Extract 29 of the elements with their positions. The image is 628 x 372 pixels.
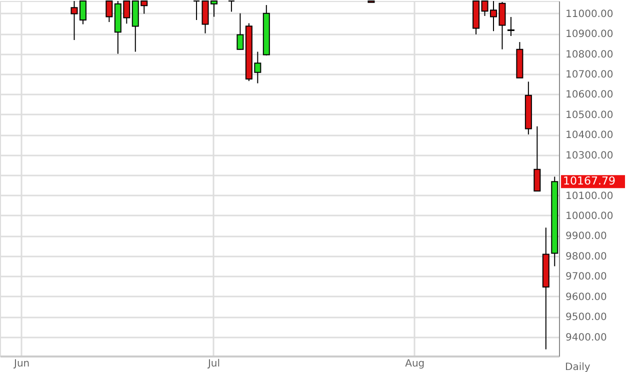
x-tick-label: Jul — [206, 358, 220, 370]
candlestick — [106, 0, 113, 23]
text: 10167.79 — [563, 174, 616, 188]
y-tick-label: 11000.00 — [566, 8, 614, 20]
x-tick-label: Aug — [405, 358, 425, 370]
y-tick-label: 9400.00 — [566, 332, 607, 344]
y-tick-label: 10000.00 — [566, 210, 614, 222]
candlestick — [534, 126, 541, 192]
y-tick-label: 10800.00 — [566, 49, 614, 60]
candlestick — [79, 0, 86, 25]
y-tick-label: 9900.00 — [566, 231, 607, 242]
y-tick-label: 9600.00 — [566, 292, 607, 303]
candlestick — [236, 12, 244, 50]
y-tick-label: 9800.00 — [566, 251, 607, 262]
candlestick — [193, 0, 200, 21]
x-tick-label: Jun — [13, 358, 30, 370]
y-tick-label: 10600.00 — [566, 90, 614, 101]
y-tick-label: 9500.00 — [566, 312, 607, 324]
y-tick-label: 10100.00 — [566, 190, 614, 202]
y-tick-label: 10500.00 — [566, 110, 614, 121]
y-tick-label: 10900.00 — [566, 29, 614, 40]
candlestick — [70, 0, 78, 41]
candlestick — [228, 0, 235, 12]
y-tick-label: 9700.00 — [566, 272, 607, 283]
y-tick-label: 10700.00 — [566, 69, 614, 80]
candlestick — [507, 16, 514, 36]
y-tick-label: 10400.00 — [566, 130, 614, 142]
y-tick-label: 10300.00 — [566, 150, 614, 162]
text: Daily — [565, 362, 590, 372]
